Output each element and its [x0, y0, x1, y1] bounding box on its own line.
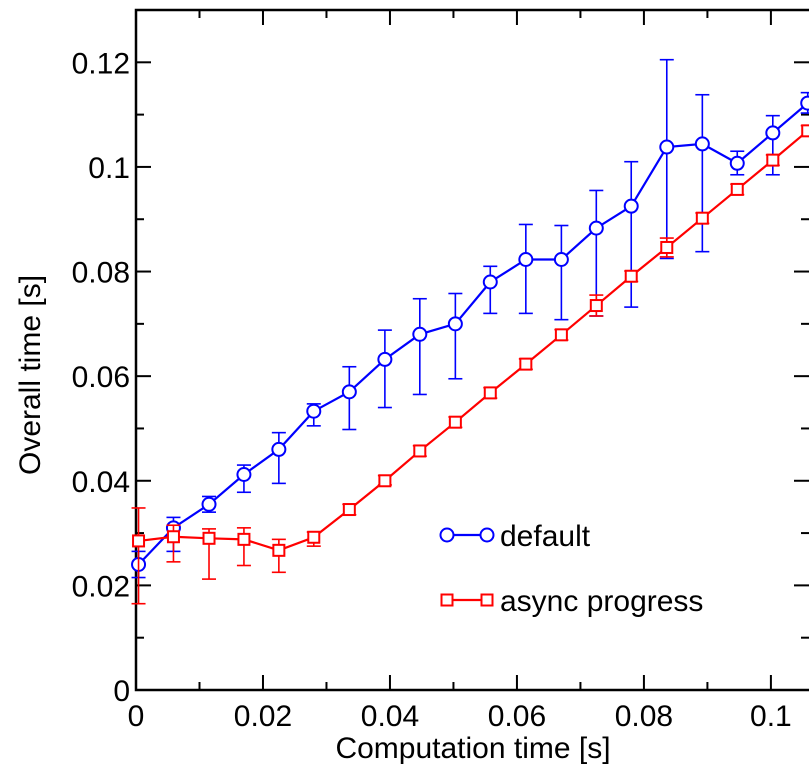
data-point-circle: [341, 384, 357, 400]
legend-marker-square: [440, 593, 454, 607]
x-tick-label: 0.08: [615, 700, 673, 733]
y-tick-label: 0.08: [72, 257, 130, 290]
series-async-progress: [131, 124, 809, 605]
data-point-square: [202, 531, 216, 545]
legend-entry: async progress: [440, 585, 703, 618]
plot-frame: [134, 8, 809, 692]
data-point-square: [342, 503, 356, 517]
legend-marker-circle: [479, 527, 495, 543]
data-point-square: [660, 240, 674, 254]
series-line: [138, 129, 809, 552]
data-point-circle: [482, 274, 498, 290]
data-point-square: [624, 269, 638, 283]
axes: 0 0.02 0.04 0.06 0.08 0.1 0 0.02 0.04 0.06 0.08 0.1…: [72, 8, 809, 733]
data-point-circle: [800, 95, 809, 111]
data-point-circle: [518, 252, 534, 268]
plot-series: [131, 58, 809, 605]
series-line: [137, 102, 809, 566]
data-point-square: [378, 474, 392, 488]
data-point-square: [272, 543, 286, 557]
legend-label: default: [500, 520, 591, 553]
data-point-circle: [377, 351, 393, 367]
data-point-square: [801, 124, 809, 138]
data-point-circle: [765, 125, 781, 141]
legend-marker-square: [480, 593, 494, 607]
y-tick-label: 0.06: [72, 361, 130, 394]
data-point-square: [730, 182, 744, 196]
x-axis-title: Computation time [s]: [335, 732, 610, 765]
data-point-square: [483, 386, 497, 400]
data-point-circle: [236, 466, 252, 482]
data-point-circle: [306, 403, 322, 419]
x-tick-label: 0: [128, 700, 145, 733]
y-tick-label: 0: [113, 675, 130, 708]
legend-entry: default: [439, 520, 591, 553]
data-point-square: [237, 532, 251, 546]
data-point-circle: [447, 316, 463, 332]
data-point-square: [448, 415, 462, 429]
y-tick-label: 0.04: [72, 466, 130, 499]
legend: default async progress: [439, 520, 703, 618]
data-point-circle: [694, 136, 710, 152]
data-point-square: [413, 444, 427, 458]
data-point-square: [519, 357, 533, 371]
data-point-square: [307, 530, 321, 544]
x-tick-label: 0.02: [234, 700, 292, 733]
data-point-circle: [588, 220, 604, 236]
data-point-circle: [201, 496, 217, 512]
data-point-square: [554, 328, 568, 342]
data-point-circle: [271, 441, 287, 457]
legend-label: async progress: [500, 585, 703, 618]
data-point-square: [132, 534, 146, 548]
series-default: [131, 58, 809, 579]
data-point-circle: [412, 326, 428, 342]
y-axis-title: Overall time [s]: [14, 275, 47, 475]
x-tick-label: 0.04: [361, 700, 419, 733]
y-tick-label: 0.02: [72, 570, 130, 603]
data-point-square: [166, 530, 180, 544]
data-point-square: [589, 299, 603, 313]
data-point-square: [766, 153, 780, 167]
x-tick-label: 0.06: [488, 700, 546, 733]
data-point-circle: [729, 155, 745, 171]
data-point-square: [695, 211, 709, 225]
x-tick-label: 0.1: [750, 700, 792, 733]
legend-marker-circle: [439, 527, 455, 543]
data-point-circle: [659, 139, 675, 155]
y-tick-label: 0.1: [88, 152, 130, 185]
y-tick-label: 0.12: [72, 47, 130, 80]
data-point-circle: [623, 198, 639, 214]
data-point-circle: [553, 252, 569, 268]
